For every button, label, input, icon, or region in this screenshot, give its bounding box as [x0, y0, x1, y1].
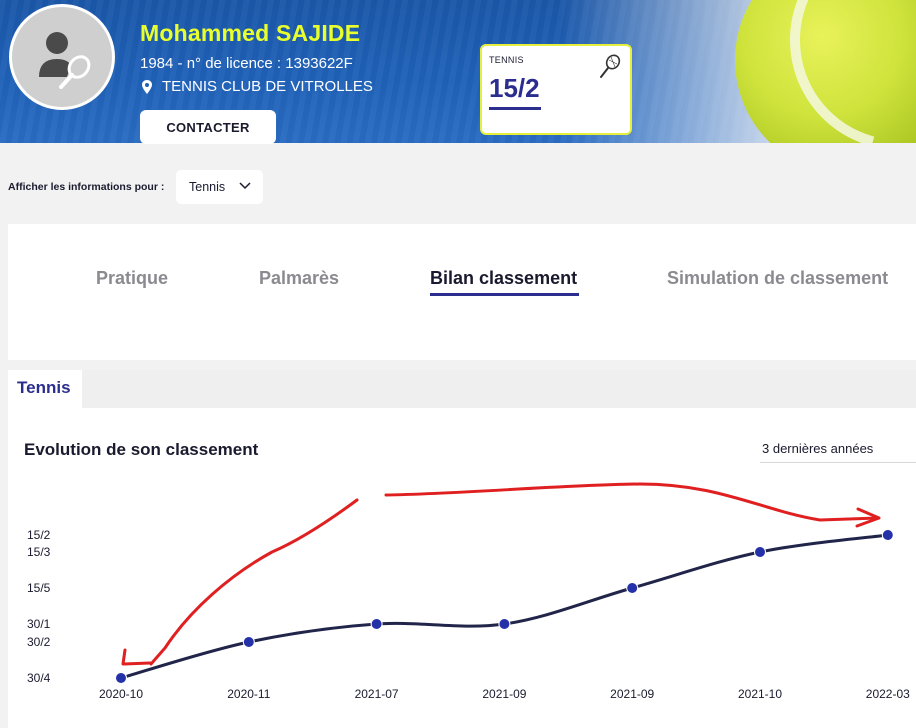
red-annotation-arrows [121, 482, 881, 666]
y-tick-label: 30/4 [27, 671, 51, 685]
rank-value: 15/2 [489, 73, 540, 103]
x-tick-label: 2022-03 [866, 687, 910, 701]
x-tick-label: 2021-10 [738, 687, 782, 701]
y-tick-label: 15/5 [27, 581, 51, 595]
series-line [120, 533, 888, 680]
rank-sport-label: TENNIS [489, 55, 524, 65]
y-tick-label: 30/1 [27, 617, 51, 631]
active-tab-indicator [430, 293, 579, 296]
player-license: 1984 - n° de licence : 1393622F [140, 55, 353, 72]
data-point[interactable] [370, 618, 383, 630]
player-club: TENNIS CLUB DE VITROLLES [140, 78, 373, 95]
chevron-down-icon [239, 182, 251, 190]
location-pin-icon [142, 79, 152, 94]
subtab-tennis[interactable]: Tennis [8, 370, 82, 408]
y-tick-label: 30/2 [27, 635, 51, 649]
data-point[interactable] [881, 529, 894, 541]
tab-pratique[interactable]: Pratique [96, 268, 169, 288]
rank-underline [489, 107, 541, 110]
x-tick-label: 2021-09 [482, 687, 526, 701]
section-title: Evolution de son classement [24, 440, 259, 459]
sport-select[interactable]: Tennis [176, 170, 263, 204]
y-tick-label: 15/3 [27, 545, 51, 559]
player-avatar-icon [39, 32, 91, 89]
player-name: Mohammed SAJIDE [140, 20, 361, 46]
subtab-strip [8, 370, 916, 408]
data-point[interactable] [242, 636, 255, 648]
data-point[interactable] [626, 582, 639, 594]
y-tick-label: 15/2 [27, 528, 51, 542]
contact-button[interactable]: CONTACTER [140, 110, 276, 144]
x-tick-label: 2020-10 [99, 687, 143, 701]
data-point[interactable] [498, 618, 511, 630]
tennis-racket-icon [600, 54, 621, 78]
data-point[interactable] [754, 546, 766, 558]
tab-simulation-classement[interactable]: Simulation de classement [667, 268, 889, 288]
x-tick-label: 2021-07 [355, 687, 399, 701]
x-tick-label: 2021-09 [610, 687, 654, 701]
tabs-panel: Pratique Palmarès Bilan classement Simul… [8, 224, 916, 360]
profile-banner [0, 0, 916, 143]
rank-card: TENNIS 15/2 [480, 44, 632, 135]
club-name: TENNIS CLUB DE VITROLLES [162, 78, 373, 95]
tab-bilan-classement[interactable]: Bilan classement [430, 268, 578, 288]
period-select[interactable]: 3 dernières années [760, 439, 916, 463]
data-point[interactable] [115, 672, 127, 684]
tennis-ball-image [735, 0, 916, 143]
x-tick-label: 2020-11 [227, 687, 270, 701]
filter-label: Afficher les informations pour : [8, 181, 165, 193]
sport-select-value: Tennis [189, 180, 226, 194]
avatar [9, 4, 115, 110]
tab-palmares[interactable]: Palmarès [259, 268, 340, 288]
